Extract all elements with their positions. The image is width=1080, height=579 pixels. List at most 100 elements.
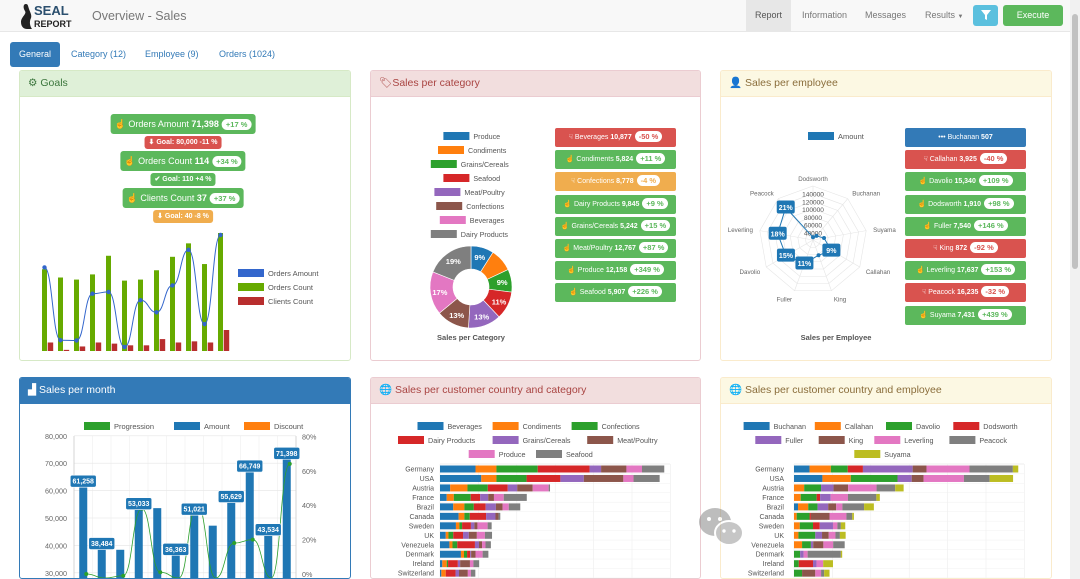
bar-segment-suyama: [823, 560, 833, 568]
bar-segment-suyama: [1012, 465, 1019, 473]
bar-segment-produce: [482, 541, 486, 549]
legend-label: Meat/Poultry: [464, 188, 505, 197]
bar-segment-seafood: [508, 503, 521, 511]
legend-label: Condiments: [523, 422, 562, 431]
legend-swatch: [417, 422, 444, 430]
bar-segment-suyama: [864, 503, 874, 511]
user-icon: 👤: [729, 77, 743, 89]
radar-axis-line: [812, 230, 867, 241]
thumbs-up-icon: ☝: [114, 119, 129, 129]
legend-label: Beverages: [470, 216, 505, 225]
category-axis-label: Venezuela: [751, 542, 784, 549]
y2-axis-tick: 80%: [302, 432, 317, 441]
filter-button[interactable]: [973, 5, 998, 26]
orders-amount-point: [154, 310, 159, 315]
progression-point: [121, 573, 126, 578]
seal-report-logo[interactable]: SEAL REPORT: [18, 2, 86, 30]
nav-report[interactable]: Report: [746, 0, 792, 31]
bar-segment-davolio: [794, 550, 801, 558]
nav-results[interactable]: Results ▼: [916, 0, 972, 31]
bar-segment-king: [810, 512, 830, 520]
category-donut-plot: Produce Condiments Grains/Cereals Seafood Me…: [429, 132, 513, 342]
thumbs-up-icon: ☝: [124, 156, 139, 166]
thumbs-up-icon: ☝: [915, 267, 927, 275]
badge-label: Leverling: [926, 267, 957, 275]
scrollbar-thumb[interactable]: [1072, 14, 1078, 269]
tab-orders[interactable]: Orders (1024): [219, 49, 276, 59]
thumbs-down-icon: ☟: [568, 134, 575, 141]
bar-segment-seafood: [482, 550, 489, 558]
thumbs-up-icon: ☝: [569, 289, 580, 297]
top-navbar: SEAL REPORT Overview - Sales Report Info…: [0, 0, 1070, 32]
bar-segment-grains-cereals: [470, 522, 475, 530]
legend-swatch: [854, 450, 881, 458]
bar-segment-condiments: [442, 560, 447, 568]
bar-segment-peacock: [807, 550, 841, 558]
bar-segment-grains-cereals: [485, 503, 496, 511]
orders-count-bar: [58, 277, 63, 351]
badge-value: 9,845: [621, 200, 640, 208]
chart-title: Sales per Category: [437, 333, 506, 342]
bar-segment-dairy-products: [469, 512, 487, 520]
bar-segment-davolio: [799, 522, 814, 530]
badge-change: +11 %: [636, 153, 666, 165]
radar-grid-ring: [759, 185, 867, 292]
amount-data-label-box: [88, 537, 116, 550]
category-axis-label: Brazil: [766, 504, 784, 511]
badge-label: Suyama: [929, 311, 958, 319]
goal-kpi-orders-count: ☝ Orders Count 114 +34 %: [120, 151, 246, 171]
category-panel-header: 🏷Sales per category: [371, 71, 700, 97]
bar-segment-dairy-products: [537, 465, 590, 473]
bar-segment-condiments: [449, 541, 453, 549]
category-axis-label: Germany: [755, 467, 784, 474]
radar-data-label: 21%: [779, 205, 794, 212]
orders-count-bar: [170, 256, 175, 351]
tab-employee[interactable]: Employee (9): [145, 49, 199, 59]
goal-text: Goal: 80,000 -11 %: [156, 139, 218, 146]
progression-point: [250, 537, 255, 542]
caret-down-icon: ▼: [957, 14, 964, 20]
category-axis-label: France: [762, 495, 784, 502]
legend-label: Peacock: [979, 436, 1007, 445]
bar-segment-fuller: [821, 484, 834, 492]
legend-swatch: [84, 422, 110, 430]
orders-amount-point: [186, 247, 191, 253]
goal-kpi-orders-amount: ☝ Orders Amount 71,398 +17 %: [110, 114, 256, 134]
orders-count-bar: [74, 279, 79, 351]
legend-label: Suyama: [884, 450, 910, 459]
bar-segment-peacock: [833, 541, 845, 549]
bar-segment-grains-cereals: [474, 541, 479, 549]
stacked-bar-plot: Buchanan Callahan Davolio Dodsworth Fuller Ki…: [743, 422, 1025, 578]
legend-swatch: [468, 450, 495, 458]
execute-button[interactable]: Execute: [1003, 5, 1063, 26]
badge-label: Seafood: [579, 289, 608, 297]
nav-information[interactable]: Information: [802, 10, 848, 20]
legend-swatch: [492, 436, 519, 444]
ellipsis-icon: •••: [938, 134, 948, 141]
country-employee-panel: 🌐 Sales per customer country and employe…: [720, 377, 1052, 579]
tab-category[interactable]: Category (12): [71, 49, 127, 59]
badge-value: 5,824: [615, 156, 634, 164]
thumbs-up-icon: ☝: [919, 311, 930, 319]
page-scrollbar[interactable]: [1070, 0, 1080, 579]
bar-segment-beverages: [440, 474, 482, 482]
nav-messages[interactable]: Messages: [865, 10, 907, 20]
category-axis-label: Canada: [409, 514, 434, 521]
goals-panel: ⚙ Goals ☝ Orders Amount 71,398 +17 % ⬇ Goa…: [19, 70, 351, 361]
bar-segment-meat-poultry: [495, 503, 503, 511]
bar-segment-condiments: [455, 522, 460, 530]
badge-label: Beverages: [574, 134, 611, 141]
tab-general[interactable]: General: [10, 42, 60, 67]
bar-segment-produce: [467, 569, 471, 577]
radar-axis-label: King: [834, 296, 847, 303]
amount-bar: [79, 487, 88, 578]
bar-segment-dairy-products: [467, 550, 471, 558]
bar-segment-suyama: [839, 531, 846, 539]
radar-axis-label: Callahan: [866, 269, 891, 276]
bar-segment-beverages: [440, 512, 459, 520]
bar-segment-confections: [464, 512, 470, 520]
legend-label: Discount: [274, 422, 304, 431]
arrow-circle-down-icon: ⬇: [157, 213, 165, 220]
amount-bar: [245, 472, 254, 578]
legend-swatch: [814, 422, 841, 430]
